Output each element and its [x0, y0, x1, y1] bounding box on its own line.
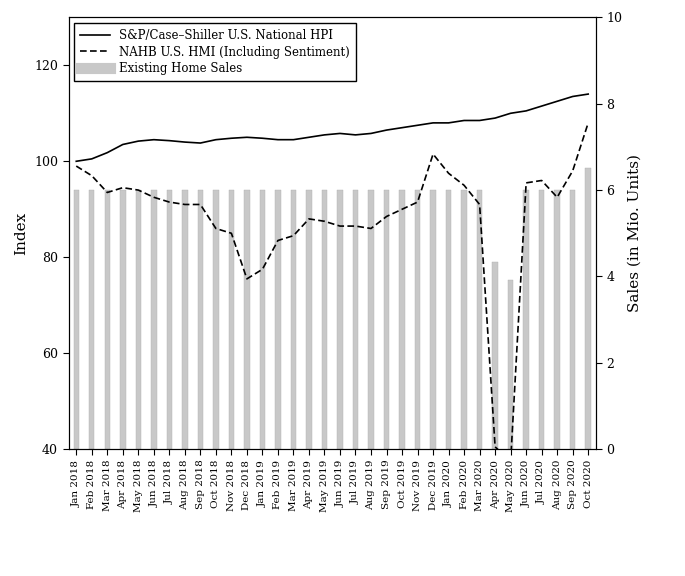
Bar — [430, 190, 436, 449]
Bar — [493, 262, 498, 449]
Bar — [369, 190, 374, 449]
Bar — [539, 190, 545, 449]
Bar — [446, 190, 451, 449]
Bar — [306, 190, 312, 449]
Bar — [477, 190, 482, 449]
Bar — [399, 190, 405, 449]
Bar — [384, 190, 389, 449]
Bar — [136, 190, 141, 449]
Bar — [260, 190, 265, 449]
Bar — [151, 190, 157, 449]
Bar — [244, 190, 249, 449]
Bar — [462, 190, 466, 449]
Bar — [166, 190, 172, 449]
Legend: S&P/Case–Shiller U.S. National HPI, NAHB U.S. HMI (Including Sentiment), Existin: S&P/Case–Shiller U.S. National HPI, NAHB… — [75, 23, 356, 81]
Bar — [554, 190, 560, 449]
Bar — [337, 190, 342, 449]
Bar — [508, 281, 513, 449]
Bar — [353, 190, 358, 449]
Bar — [182, 190, 188, 449]
Bar — [89, 190, 95, 449]
Bar — [415, 190, 421, 449]
Bar — [275, 190, 281, 449]
Bar — [570, 190, 575, 449]
Bar — [120, 190, 125, 449]
Y-axis label: Sales (in Mio. Units): Sales (in Mio. Units) — [628, 154, 642, 312]
Bar — [229, 190, 234, 449]
Bar — [73, 190, 79, 449]
Bar — [322, 190, 327, 449]
Bar — [198, 190, 203, 449]
Bar — [213, 190, 219, 449]
Y-axis label: Index: Index — [14, 211, 29, 255]
Bar — [586, 168, 591, 449]
Bar — [105, 190, 110, 449]
Bar — [523, 190, 529, 449]
Bar — [290, 190, 296, 449]
